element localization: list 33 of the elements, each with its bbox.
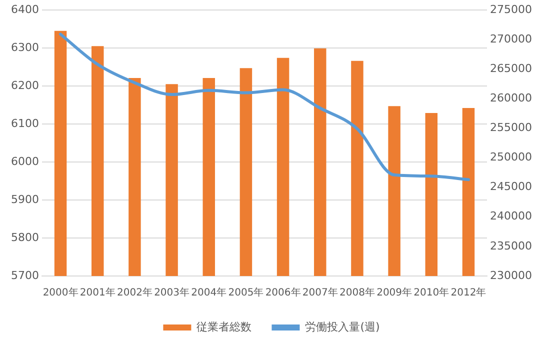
y2-tick-label: 255000	[490, 121, 532, 134]
y2-tick-label: 250000	[490, 150, 532, 164]
y-tick-label: 5800	[10, 230, 39, 244]
y2-tick-label: 275000	[490, 2, 532, 16]
y2-tick-label: 260000	[490, 92, 532, 105]
y-tick-label: 6300	[10, 40, 39, 54]
x-tick-label: 2006年	[265, 286, 301, 299]
line-series	[59, 32, 470, 182]
y-tick-label: 6100	[10, 116, 39, 130]
x-tick-label: 2003年	[154, 286, 190, 299]
y2-tick-label: 245000	[490, 180, 532, 194]
x-tick-label: 2008年	[339, 286, 375, 299]
y2-tick-label: 230000	[490, 268, 532, 282]
y-tick-label: 6400	[10, 2, 39, 16]
x-tick-label: 2000年	[42, 286, 78, 299]
x-tick-label: 2007年	[302, 286, 338, 299]
y-tick-label: 5700	[10, 268, 39, 282]
x-tick-label: 2001年	[80, 286, 116, 299]
legend-label: 労働投入量(週)	[305, 320, 380, 334]
x-tick-label: 2010年	[414, 286, 450, 299]
y2-tick-label: 240000	[490, 210, 532, 223]
y-tick-label: 6000	[10, 154, 39, 168]
x-tick-label: 2005年	[228, 286, 264, 299]
x-tick-label: 2012年	[450, 286, 486, 299]
y-tick-label: 6200	[10, 78, 39, 92]
y2-tick-label: 235000	[490, 239, 532, 252]
x-tick-label: 2004年	[191, 286, 227, 299]
y2-tick-label: 265000	[490, 62, 532, 75]
x-tick-label: 2009年	[376, 286, 412, 299]
legend-label: 従業者総数	[196, 320, 252, 334]
x-tick-label: 2002年	[116, 286, 152, 299]
y-tick-label: 5900	[10, 192, 39, 206]
y2-tick-label: 270000	[490, 32, 532, 46]
